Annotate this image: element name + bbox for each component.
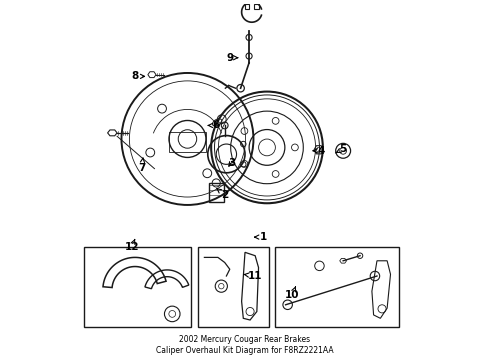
Bar (245, 4, 249, 9)
Text: 12: 12 (124, 239, 139, 252)
Text: 2: 2 (217, 189, 228, 200)
Bar (197, 247, 269, 327)
Text: 7: 7 (138, 158, 146, 173)
Text: 9: 9 (226, 53, 238, 63)
Text: 6: 6 (208, 121, 220, 130)
Text: 3: 3 (228, 158, 235, 168)
Text: 1: 1 (255, 232, 267, 242)
Text: 11: 11 (244, 271, 263, 281)
Text: 10: 10 (285, 287, 299, 300)
Bar (169, 132, 206, 153)
Text: 5: 5 (336, 144, 347, 154)
Bar (209, 183, 223, 202)
Bar (254, 4, 259, 9)
Bar (84, 247, 191, 327)
Text: 4: 4 (313, 146, 325, 156)
Text: 2002 Mercury Cougar Rear Brakes
Caliper Overhaul Kit Diagram for F8RZ2221AA: 2002 Mercury Cougar Rear Brakes Caliper … (156, 334, 334, 355)
Bar (275, 247, 399, 327)
Text: 8: 8 (131, 71, 145, 81)
